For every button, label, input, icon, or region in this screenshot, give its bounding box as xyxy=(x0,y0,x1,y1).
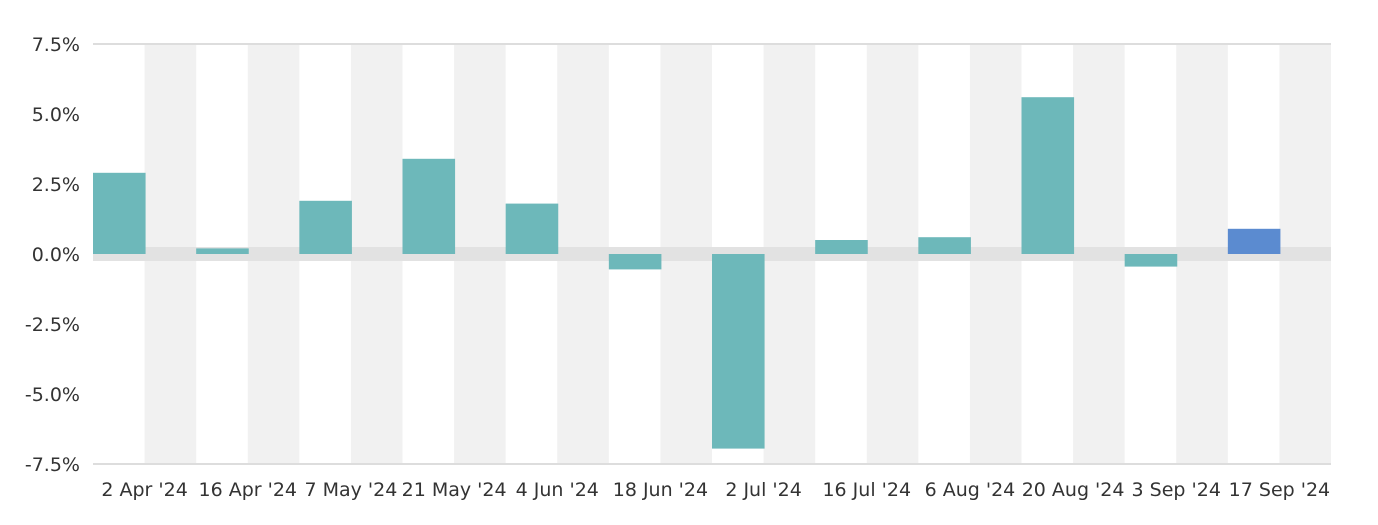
bar xyxy=(1021,97,1075,254)
axes xyxy=(93,43,1331,465)
y-tick-label: 0.0% xyxy=(32,244,80,266)
x-tick-label: 17 Sep '24 xyxy=(1229,479,1330,501)
x-tick-label: 7 May '24 xyxy=(304,479,397,501)
x-tick-label: 20 Aug '24 xyxy=(1022,479,1125,501)
x-tick-label: 4 Jun '24 xyxy=(516,479,599,501)
bar xyxy=(1124,254,1178,267)
bar xyxy=(815,240,868,254)
bar xyxy=(505,203,559,254)
bar xyxy=(93,172,146,254)
bar xyxy=(1227,228,1281,254)
x-tick-label: 16 Jul '24 xyxy=(822,479,911,501)
bar xyxy=(402,158,456,254)
x-axis-ticks: 2 Apr '24 16 Apr '24 7 May '24 21 May '24 4 … xyxy=(101,479,1330,501)
x-tick-label: 2 Apr '24 xyxy=(101,479,187,501)
x-tick-label: 21 May '24 xyxy=(402,479,507,501)
y-tick-label: -7.5% xyxy=(25,454,80,476)
y-tick-label: -5.0% xyxy=(25,384,80,406)
bar xyxy=(918,237,971,254)
x-tick-label: 2 Jul '24 xyxy=(725,479,802,501)
x-tick-label: 16 Apr '24 xyxy=(198,479,297,501)
bar xyxy=(712,254,765,449)
bar xyxy=(299,200,352,254)
y-tick-label: 2.5% xyxy=(32,174,80,196)
bars xyxy=(93,97,1281,449)
y-tick-label: -2.5% xyxy=(25,314,80,336)
bar xyxy=(196,248,249,254)
x-tick-label: 3 Sep '24 xyxy=(1132,479,1221,501)
y-tick-label: 5.0% xyxy=(32,104,80,126)
y-axis-ticks: 7.5% 5.0% 2.5% 0.0% -2.5% -5.0% -7.5% xyxy=(25,34,80,476)
x-tick-label: 18 Jun '24 xyxy=(613,479,708,501)
x-tick-label: 6 Aug '24 xyxy=(925,479,1016,501)
bar xyxy=(608,254,662,270)
y-tick-label: 7.5% xyxy=(32,34,80,56)
